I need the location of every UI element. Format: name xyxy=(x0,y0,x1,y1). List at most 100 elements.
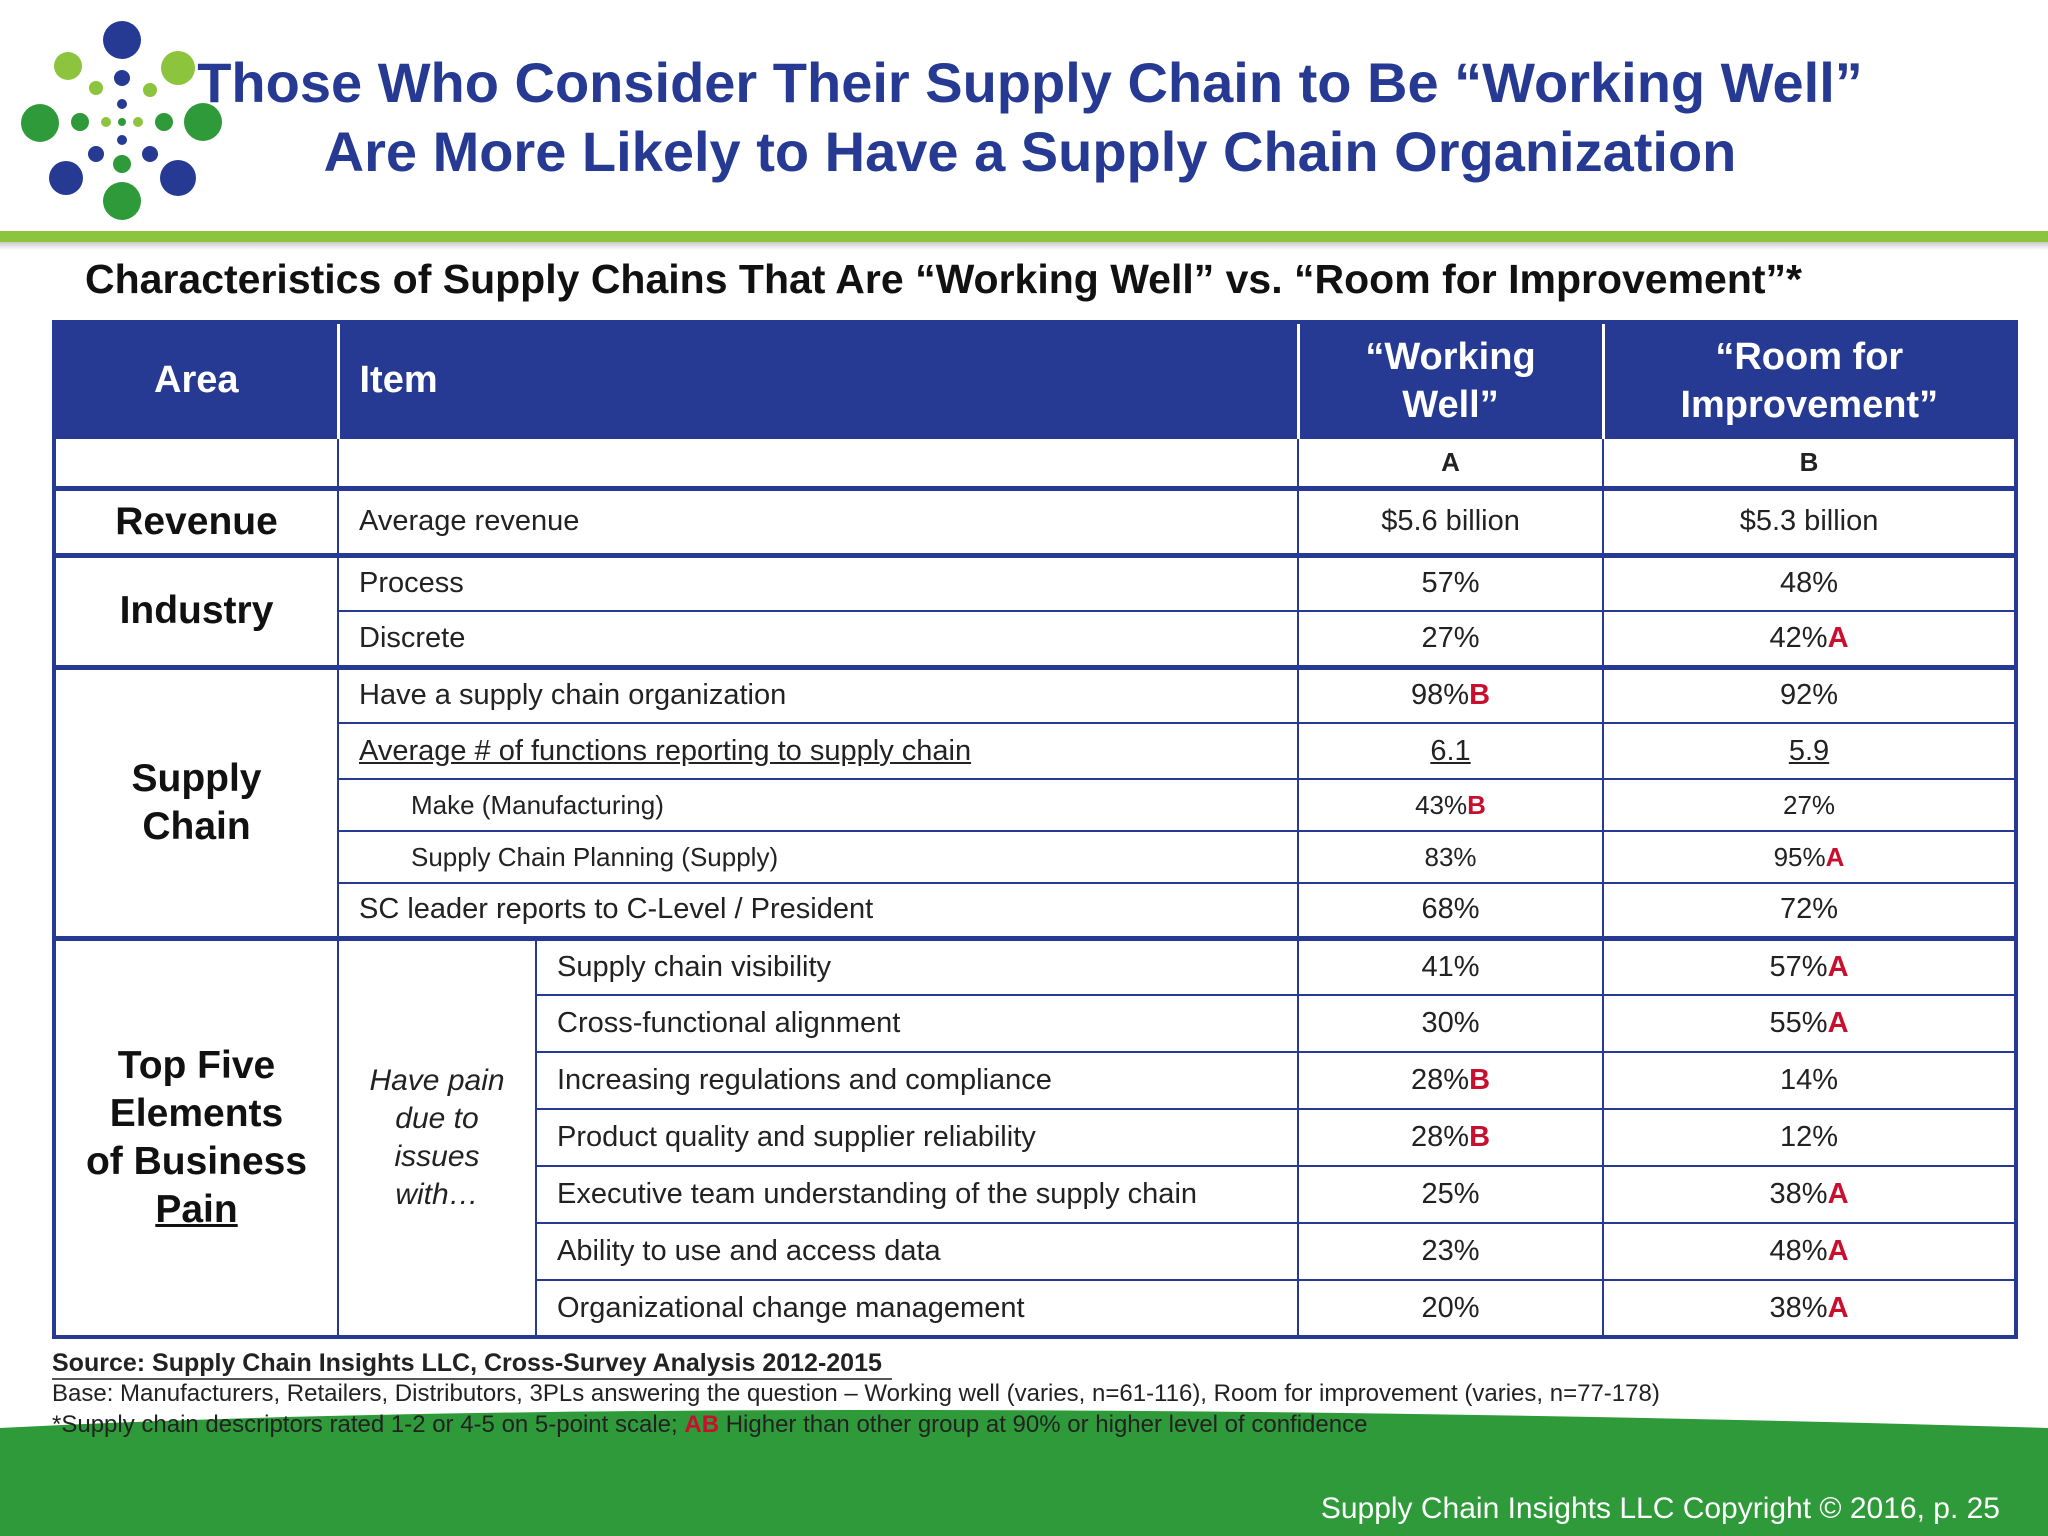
scale-note: *Supply chain descriptors rated 1-2 or 4… xyxy=(52,1411,1367,1439)
item-cell: Cross-functional alignment xyxy=(534,994,1300,1053)
value-b-text: 27% xyxy=(1782,789,1836,820)
area-industry: Industry xyxy=(53,552,339,668)
item-cell: Average # of functions reporting to supp… xyxy=(336,722,1300,780)
page-title: Those Who Consider Their Supply Chain to… xyxy=(150,48,1910,186)
table-row: Discrete 27% 42%A xyxy=(54,610,2018,668)
value-b-text: 72% xyxy=(1779,893,1839,926)
value-b: 72% xyxy=(1602,882,2018,939)
item-cell: Organizational change management xyxy=(534,1279,1300,1338)
value-b: 92% xyxy=(1602,664,2018,724)
table-row: Executive team understanding of the supp… xyxy=(54,1165,2018,1224)
value-b-text: 14% xyxy=(1779,1064,1839,1096)
header-area: Area xyxy=(53,321,339,439)
group-label-blank xyxy=(53,437,339,489)
significance-mark: A xyxy=(1825,841,1845,872)
scale-note-text-2: Higher than other group at 90% or higher… xyxy=(725,1411,1368,1438)
value-a-text: 57% xyxy=(1421,567,1480,600)
value-a: 28%B xyxy=(1297,1108,1605,1167)
header-room-line-2: Improvement” xyxy=(1680,383,1939,426)
company-logo xyxy=(21,21,222,220)
table-row: Product quality and supplier reliability… xyxy=(54,1108,2018,1167)
area-revenue: Revenue xyxy=(53,485,339,556)
table-row: Industry Process 57% 48% xyxy=(53,552,2018,668)
value-a: 43%B xyxy=(1297,778,1605,832)
value-a-text: 43% xyxy=(1415,789,1468,820)
table-row: SC leader reports to C-Level / President… xyxy=(54,882,2018,939)
pain-qualifier-line-2: due to xyxy=(395,1101,479,1135)
item-cell: Process xyxy=(336,552,1300,612)
header-room-line-1: “Room for xyxy=(1715,335,1904,378)
header-item: Item xyxy=(336,321,1300,439)
value-a-text: 98% xyxy=(1411,679,1470,712)
area-supply-chain-line-2: Chain xyxy=(142,804,251,848)
value-a-text: 83% xyxy=(1424,841,1477,872)
value-b-text: 42% xyxy=(1769,621,1828,654)
area-pain-line-4: Pain xyxy=(155,1187,238,1231)
footer-wave xyxy=(0,1410,2048,1536)
area-pain-line-3: of Business xyxy=(85,1139,308,1183)
source-note: Source: Supply Chain Insights LLC, Cross… xyxy=(52,1349,892,1380)
significance-mark: A xyxy=(1827,1235,1849,1267)
value-a: 27% xyxy=(1297,610,1605,668)
item-cell: Discrete xyxy=(336,610,1300,668)
value-b: 42%A xyxy=(1602,610,2018,668)
item-cell: Supply Chain Planning (Supply) xyxy=(336,830,1300,884)
pain-qualifier-line-3: issues xyxy=(394,1139,480,1173)
group-label-b: B xyxy=(1602,437,2018,489)
significance-legend-mark: AB xyxy=(684,1411,720,1438)
value-b: 27% xyxy=(1602,778,2018,832)
item-cell: Product quality and supplier reliability xyxy=(534,1108,1300,1167)
value-b: 12% xyxy=(1602,1108,2018,1167)
area-supply-chain: Supply Chain xyxy=(53,664,339,939)
value-b-text: 48% xyxy=(1779,567,1839,600)
pain-qualifier-line-4: with… xyxy=(395,1177,479,1211)
significance-mark: A xyxy=(1827,1291,1849,1324)
value-b-text: 48% xyxy=(1769,1235,1828,1267)
significance-mark: B xyxy=(1467,789,1486,820)
characteristics-table: Area Item “Working Well” “Room for Improve… xyxy=(52,320,2019,1339)
area-supply-chain-line-1: Supply xyxy=(131,756,262,800)
table-row: Increasing regulations and compliance 28… xyxy=(54,1051,2018,1110)
item-cell: Have a supply chain organization xyxy=(336,664,1300,724)
value-a: 28%B xyxy=(1297,1051,1605,1110)
item-cell: Increasing regulations and compliance xyxy=(534,1051,1300,1110)
value-b-text: 57% xyxy=(1769,950,1828,983)
item-cell: Executive team understanding of the supp… xyxy=(534,1165,1300,1224)
table-row: Revenue Average revenue $5.6 billion $5.… xyxy=(53,485,2018,556)
value-b-text: 12% xyxy=(1779,1121,1839,1153)
value-a: 98%B xyxy=(1297,664,1605,724)
value-a-text: 23% xyxy=(1421,1235,1480,1267)
value-a: 30% xyxy=(1297,994,1605,1053)
value-a-text: 20% xyxy=(1421,1291,1480,1324)
base-note: Base: Manufacturers, Retailers, Distribu… xyxy=(52,1380,1660,1407)
scale-note-text: *Supply chain descriptors rated 1-2 or 4… xyxy=(52,1411,678,1438)
value-b: 95%A xyxy=(1602,830,2018,884)
table-row: Average # of functions reporting to supp… xyxy=(54,722,2018,780)
value-a-text: 25% xyxy=(1421,1178,1480,1210)
value-a: 41% xyxy=(1297,935,1605,996)
table-row: Make (Manufacturing) 43%B 27% xyxy=(54,778,2018,832)
header-divider-shadow xyxy=(0,242,2048,250)
title-line-1: Those Who Consider Their Supply Chain to… xyxy=(197,51,1863,114)
value-a: 6.1 xyxy=(1297,722,1605,780)
value-a-text: 28% xyxy=(1411,1121,1470,1153)
group-label-row: A B xyxy=(53,437,2018,489)
header-working-well-line-2: Well” xyxy=(1402,383,1499,426)
item-cell: Average revenue xyxy=(336,485,1300,556)
title-line-2: Are More Likely to Have a Supply Chain O… xyxy=(323,120,1737,183)
item-cell: SC leader reports to C-Level / President xyxy=(336,882,1300,939)
value-b-text: 92% xyxy=(1779,679,1839,712)
value-b: 48% xyxy=(1602,552,2018,612)
value-b: 5.9 xyxy=(1602,722,2018,780)
significance-mark: A xyxy=(1827,1178,1849,1210)
header-divider xyxy=(0,231,2048,242)
significance-mark: A xyxy=(1827,950,1849,983)
value-a: 20% xyxy=(1297,1279,1605,1338)
table-row: Supply Chain Planning (Supply) 83% 95%A xyxy=(54,830,2018,884)
value-b: 38%A xyxy=(1602,1279,2018,1338)
significance-mark: B xyxy=(1469,1064,1491,1096)
value-b-text: 55% xyxy=(1769,1007,1828,1039)
area-pain-line-2: Elements xyxy=(109,1091,284,1135)
pain-qualifier: Have pain due to issues with… xyxy=(337,935,537,1338)
item-cell: Make (Manufacturing) xyxy=(336,778,1300,832)
